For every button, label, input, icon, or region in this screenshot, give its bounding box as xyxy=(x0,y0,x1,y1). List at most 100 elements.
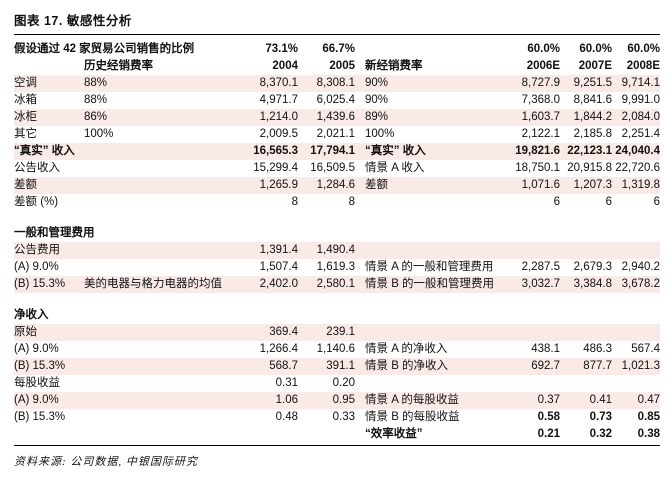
cell: 60.0% xyxy=(627,43,660,55)
cell: 2,402.0 xyxy=(259,278,298,290)
cell: 6 xyxy=(605,196,612,208)
cell: 0.38 xyxy=(637,428,660,440)
cell: 2007E xyxy=(578,60,612,72)
cell: 历史经销费率 xyxy=(84,60,153,72)
cell: 877.7 xyxy=(583,360,612,372)
cell: 2,940.2 xyxy=(621,261,660,273)
cell: 2004 xyxy=(272,60,298,72)
table-row: 原始 369.4 239.1 xyxy=(14,324,660,341)
cell: 2008E xyxy=(626,60,660,72)
cell: 19,821.6 xyxy=(515,145,560,157)
cell: (B) 15.3% xyxy=(14,278,66,290)
cell: 1,844.2 xyxy=(573,111,612,123)
table-row: (A) 9.0% 1.06 0.95 情景 A 的每股收益 0.37 0.41 0.47 xyxy=(14,392,660,409)
cell: 60.0% xyxy=(527,43,560,55)
cell: 3,032.7 xyxy=(521,278,560,290)
section-header-row: 一般和管理费用 xyxy=(14,225,660,242)
cell: 一般和管理费用 xyxy=(14,227,95,239)
cell: (A) 9.0% xyxy=(14,343,59,355)
cell: (A) 9.0% xyxy=(14,261,59,273)
cell: 2,287.5 xyxy=(521,261,560,273)
spacer-row xyxy=(14,211,660,225)
cell: 568.7 xyxy=(269,360,298,372)
table-row: (A) 9.0% 1,266.4 1,140.6 情景 A 的净收入 438.1 486.… xyxy=(14,341,660,358)
cell: 24,040.4 xyxy=(615,145,660,157)
cell: 空调 xyxy=(14,77,37,89)
cell: 16,509.5 xyxy=(310,162,355,174)
cell: 1,619.3 xyxy=(316,261,355,273)
cell: 1,207.3 xyxy=(573,179,612,191)
cell: 情景 A 的每股收益 xyxy=(365,394,459,406)
cell: 2,021.1 xyxy=(316,128,355,140)
cell: 1,266.4 xyxy=(259,343,298,355)
table-row: 差额 1,265.9 1,284.6 差额 1,071.6 1,207.3 1,319.8 xyxy=(14,177,660,194)
cell: 2,084.0 xyxy=(621,111,660,123)
cell: 公告收入 xyxy=(14,162,60,174)
cell: 486.3 xyxy=(583,343,612,355)
cell: 17,794.1 xyxy=(310,145,355,157)
cell: 89% xyxy=(365,111,389,123)
cell: 369.4 xyxy=(269,326,298,338)
figure-title: 图表 17. 敏感性分析 xyxy=(14,8,660,35)
cell: 73.1% xyxy=(265,43,298,55)
cell: 438.1 xyxy=(531,343,560,355)
cell: 90% xyxy=(365,94,389,106)
cell: 8 xyxy=(291,196,298,208)
cell: 9,991.0 xyxy=(621,94,660,106)
cell: 差额 (%) xyxy=(14,196,59,208)
spacer-row xyxy=(14,293,660,307)
cell: 1,071.6 xyxy=(521,179,560,191)
table-row: (B) 15.3% 568.7 391.1 情景 B 的净收入 692.7 877.7 1,… xyxy=(14,358,660,375)
cell: 22,123.1 xyxy=(567,145,612,157)
cell: 0.20 xyxy=(332,377,355,389)
cell: 0.32 xyxy=(589,428,612,440)
cell: 90% xyxy=(365,77,389,89)
table-row: “效率收益” 0.21 0.32 0.38 xyxy=(14,426,660,443)
cell: 2005 xyxy=(329,60,355,72)
cell: 0.48 xyxy=(275,411,298,423)
cell: 692.7 xyxy=(531,360,560,372)
table-row: 冰箱 88% 4,971.7 6,025.4 90% 7,368.0 8,841.6 9,99… xyxy=(14,92,660,109)
cell: 8,370.1 xyxy=(259,77,298,89)
cell: 情景 A 的一般和管理费用 xyxy=(365,261,494,273)
table-row: 公告费用 1,391.4 1,490.4 xyxy=(14,242,660,259)
cell: 18,750.1 xyxy=(515,162,560,174)
cell: 86% xyxy=(84,111,108,123)
cell: 3,678.2 xyxy=(621,278,660,290)
cell: 0.31 xyxy=(275,377,298,389)
cell: 1.06 xyxy=(275,394,298,406)
cell: 2,679.3 xyxy=(573,261,612,273)
cell: “效率收益” xyxy=(365,428,423,440)
cell: 假设通过 42 家贸易公司销售的比例 xyxy=(14,43,195,55)
cell: 1,319.8 xyxy=(621,179,660,191)
table-row: (A) 9.0% 1,507.4 1,619.3 情景 A 的一般和管理费用 2,287… xyxy=(14,259,660,276)
cell: 情景 B 的每股收益 xyxy=(365,411,460,423)
cell: 20,915.8 xyxy=(567,162,612,174)
cell: 239.1 xyxy=(326,326,355,338)
cell: 1,391.4 xyxy=(259,244,298,256)
cell: 2,580.1 xyxy=(316,278,355,290)
cell: 2006E xyxy=(526,60,560,72)
cell: (B) 15.3% xyxy=(14,360,66,372)
cell: 差额 xyxy=(365,179,388,191)
cell: 9,251.5 xyxy=(573,77,612,89)
cell: “真实” 收入 xyxy=(365,145,426,157)
table-row: (B) 15.3% 美的电器与格力电器的均值 2,402.0 2,580.1 情景 B … xyxy=(14,276,660,293)
cell: 0.85 xyxy=(637,411,660,423)
cell: 美的电器与格力电器的均值 xyxy=(84,278,222,290)
cell: 100% xyxy=(365,128,395,140)
cell: 22,720.6 xyxy=(615,162,660,174)
source-note: 资料来源: 公司数据, 中银国际研究 xyxy=(14,456,198,468)
cell: 净收入 xyxy=(14,309,49,321)
cell: 3,384.8 xyxy=(573,278,612,290)
cell: 1,507.4 xyxy=(259,261,298,273)
cell: “真实” 收入 xyxy=(14,145,75,157)
cell: 0.21 xyxy=(537,428,560,440)
cell: 1,265.9 xyxy=(259,179,298,191)
cell: (B) 15.3% xyxy=(14,411,66,423)
cell: 1,021.3 xyxy=(621,360,660,372)
table-row: 差额 (%) 8 8 6 6 6 xyxy=(14,194,660,211)
cell: 差额 xyxy=(14,179,37,191)
cell: 1,603.7 xyxy=(521,111,560,123)
cell: 情景 B 的一般和管理费用 xyxy=(365,278,495,290)
